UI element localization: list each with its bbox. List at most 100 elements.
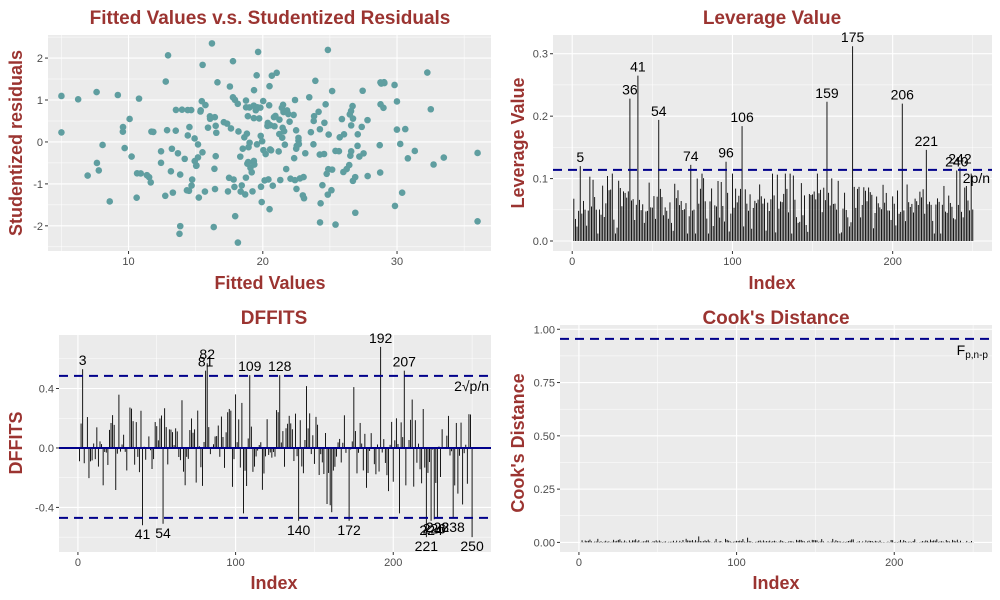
- point-label: 106: [730, 109, 754, 125]
- data-point: [354, 142, 361, 150]
- data-point: [250, 86, 258, 94]
- data-point: [265, 102, 273, 109]
- point-label: 226: [423, 520, 447, 536]
- data-point: [291, 96, 299, 104]
- data-point: [106, 198, 114, 205]
- data-point: [275, 148, 282, 155]
- data-point: [93, 159, 101, 167]
- data-point: [393, 126, 401, 133]
- data-point: [133, 194, 140, 201]
- data-point: [340, 131, 348, 138]
- x-axis-title: Index: [250, 573, 297, 593]
- y-tick-label: 0.00: [534, 537, 555, 549]
- data-point: [310, 141, 317, 148]
- data-point: [99, 141, 106, 149]
- data-point: [261, 177, 268, 184]
- data-point: [211, 185, 219, 193]
- x-tick-label: 10: [122, 256, 134, 268]
- data-point: [322, 101, 329, 108]
- data-point: [235, 128, 242, 135]
- data-point: [58, 92, 65, 100]
- data-point: [271, 122, 278, 130]
- data-point: [121, 144, 128, 152]
- data-point: [354, 131, 362, 138]
- point-label: 41: [135, 526, 151, 542]
- data-point: [364, 172, 371, 180]
- data-point: [172, 106, 180, 114]
- data-point: [295, 134, 302, 142]
- data-point: [293, 185, 300, 193]
- data-point: [213, 129, 220, 137]
- data-point: [253, 141, 261, 148]
- x-tick-label: 100: [727, 557, 745, 569]
- data-point: [272, 112, 279, 120]
- data-point: [147, 179, 155, 186]
- point-label: 238: [441, 519, 465, 535]
- data-point: [315, 108, 322, 116]
- point-label: 140: [287, 522, 311, 538]
- data-point: [178, 106, 186, 113]
- data-point: [162, 78, 170, 85]
- data-point: [95, 167, 103, 174]
- data-point: [244, 112, 252, 120]
- data-point: [211, 113, 219, 121]
- data-point: [161, 192, 169, 200]
- data-point: [258, 137, 266, 145]
- y-tick-label: 0.2: [533, 111, 548, 123]
- data-point: [74, 96, 82, 103]
- data-point: [352, 209, 359, 217]
- data-point: [224, 188, 232, 195]
- data-point: [84, 172, 91, 179]
- y-axis-title: Cook's Distance: [508, 373, 528, 512]
- data-point: [376, 169, 384, 176]
- data-point: [266, 205, 273, 213]
- data-point: [186, 123, 193, 131]
- y-axis-title: DFFITS: [6, 412, 26, 475]
- data-point: [266, 82, 273, 90]
- y-axis-title: Studentized residuals: [6, 50, 26, 236]
- data-point: [319, 181, 326, 189]
- data-point: [114, 91, 122, 99]
- point-label: 192: [369, 330, 393, 346]
- y-tick-label: 1.00: [534, 324, 555, 336]
- data-point: [295, 140, 303, 148]
- data-point: [168, 145, 176, 153]
- data-point: [264, 119, 272, 127]
- data-point: [204, 124, 212, 131]
- data-point: [317, 200, 324, 207]
- data-point: [279, 124, 286, 132]
- data-point: [174, 149, 182, 157]
- y-tick-label: 0.0: [533, 236, 548, 248]
- x-tick-label: 20: [257, 256, 269, 268]
- data-point: [176, 222, 184, 230]
- data-point: [248, 168, 256, 176]
- y-tick-label: -1: [33, 179, 43, 191]
- data-point: [126, 115, 133, 123]
- data-point: [244, 158, 252, 166]
- x-tick-label: 30: [391, 256, 403, 268]
- data-point: [332, 221, 339, 228]
- data-point: [119, 128, 127, 136]
- point-label: 3: [79, 352, 87, 368]
- y-tick-label: 0.3: [533, 49, 548, 61]
- data-points: [58, 40, 481, 246]
- data-point: [226, 83, 234, 90]
- data-point: [184, 132, 192, 139]
- y-tick-label: 1: [37, 95, 43, 107]
- data-point: [398, 189, 406, 196]
- point-label: 128: [268, 358, 292, 374]
- data-point: [287, 175, 294, 183]
- y-tick-label: 0.0: [39, 443, 54, 455]
- data-point: [214, 79, 221, 86]
- data-point: [201, 188, 209, 195]
- data-point: [364, 116, 371, 124]
- data-point: [231, 212, 239, 220]
- data-point: [268, 72, 276, 79]
- data-point: [321, 119, 328, 127]
- plot-background: [48, 35, 491, 251]
- cooks-spikes: [580, 536, 974, 543]
- plot-background: [560, 325, 992, 552]
- point-label: 224: [419, 522, 443, 538]
- threshold-label: 2√p/n: [454, 378, 489, 394]
- data-point: [246, 139, 253, 147]
